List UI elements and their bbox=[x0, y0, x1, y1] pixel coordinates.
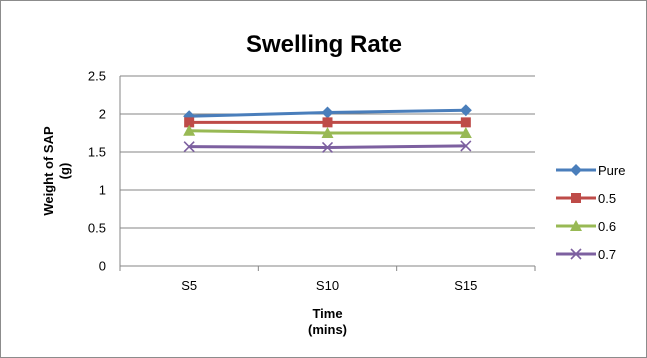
x-marker-stroke bbox=[183, 141, 195, 153]
x-tick-label: S15 bbox=[454, 278, 477, 293]
plot-area: 0 0.5 1 1.5 2 2.5 S5 S10 S15 Time(mins) Weight of … bbox=[41, 69, 625, 338]
data-point-0-5 bbox=[460, 117, 471, 128]
legend-label: Pure bbox=[598, 163, 625, 178]
chart-title: Swelling Rate bbox=[246, 31, 402, 58]
x-tick-label: S5 bbox=[181, 278, 197, 293]
legend-label: 0.5 bbox=[598, 191, 616, 206]
legend-marker bbox=[570, 248, 582, 260]
y-tick-label: 2.5 bbox=[88, 69, 106, 84]
data-point-0-7 bbox=[460, 140, 472, 152]
data-point-0-7 bbox=[183, 141, 195, 153]
data-point-0-7 bbox=[321, 141, 334, 154]
data-point-0-6 bbox=[459, 127, 472, 138]
legend-marker bbox=[570, 164, 582, 176]
x-axis-title: Time bbox=[312, 306, 342, 321]
legend-marker bbox=[570, 220, 582, 231]
x-marker-stroke bbox=[321, 141, 334, 154]
x-axis-title: (mins) bbox=[308, 322, 347, 337]
y-axis-title: (g) bbox=[57, 163, 72, 180]
y-tick-label: 0 bbox=[99, 259, 106, 274]
legend-label: 0.7 bbox=[598, 247, 616, 262]
x-tick-label: S10 bbox=[316, 278, 339, 293]
y-tick-label: 1 bbox=[99, 183, 106, 198]
legend-marker bbox=[571, 193, 581, 203]
data-point-pure bbox=[321, 106, 334, 119]
legend-label: 0.6 bbox=[598, 219, 616, 234]
data-point-0-6 bbox=[321, 127, 334, 138]
y-axis-title: Weight of SAP bbox=[41, 126, 56, 216]
data-point-0-6 bbox=[183, 124, 196, 136]
x-marker-stroke bbox=[570, 248, 582, 260]
x-marker-stroke bbox=[460, 140, 472, 152]
y-tick-label: 2 bbox=[99, 107, 106, 122]
y-tick-label: 0.5 bbox=[88, 221, 106, 236]
y-tick-label: 1.5 bbox=[88, 145, 106, 160]
data-point-pure bbox=[459, 104, 472, 117]
data-point-0-5 bbox=[184, 117, 195, 128]
data-point-0-5 bbox=[322, 117, 333, 128]
